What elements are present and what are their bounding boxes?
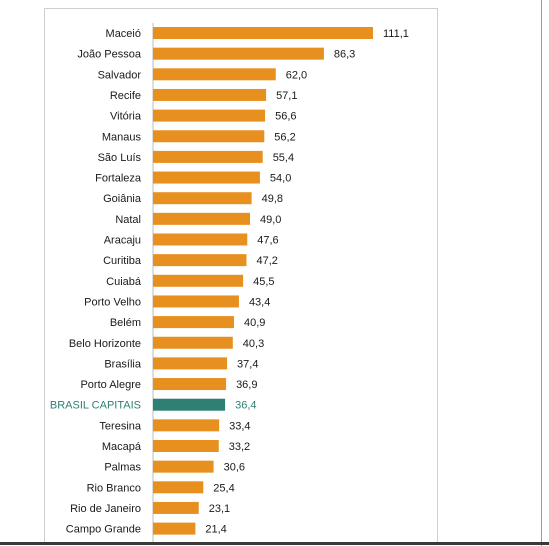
category-label: Rio Branco — [87, 482, 141, 494]
bar — [153, 522, 196, 535]
bar — [153, 419, 220, 432]
bar — [153, 88, 267, 101]
bar — [153, 378, 227, 391]
bar — [153, 295, 239, 308]
bar — [153, 212, 251, 225]
value-label: 43,4 — [249, 296, 270, 308]
value-label: 36,4 — [235, 400, 256, 412]
category-label: Cuiabá — [106, 276, 142, 288]
bar — [153, 336, 233, 349]
category-label: Belém — [110, 317, 141, 329]
value-label: 36,9 — [236, 379, 257, 391]
category-label: Teresina — [99, 420, 141, 432]
category-label: Porto Alegre — [80, 379, 141, 391]
category-label: Rio de Janeiro — [70, 503, 141, 515]
category-label: Curitiba — [103, 255, 142, 267]
category-label: Aracaju — [104, 235, 141, 247]
highlight-bar — [153, 398, 226, 411]
category-label: Goiânia — [103, 193, 142, 205]
bar — [153, 233, 248, 246]
value-label: 25,4 — [213, 482, 234, 494]
bar — [153, 192, 252, 205]
value-label: 62,0 — [286, 69, 307, 81]
value-label: 54,0 — [270, 173, 291, 185]
bar — [153, 501, 199, 514]
bar — [153, 274, 244, 287]
bar — [153, 109, 266, 122]
value-label: 49,0 — [260, 214, 281, 226]
bar — [153, 130, 265, 143]
bottom-edge — [0, 542, 549, 545]
bar — [153, 440, 219, 452]
bar — [153, 357, 228, 370]
bar — [153, 171, 260, 184]
category-label: São Luís — [98, 152, 142, 164]
bar — [153, 27, 373, 39]
value-label: 49,8 — [262, 193, 283, 205]
value-label: 23,1 — [209, 503, 230, 515]
bar — [153, 460, 214, 473]
value-label: 55,4 — [273, 152, 294, 164]
value-label: 37,4 — [237, 358, 258, 370]
category-label: Natal — [115, 214, 141, 226]
value-label: 33,4 — [229, 420, 250, 432]
divider-line — [541, 0, 542, 546]
bar — [153, 47, 324, 60]
value-label: 57,1 — [276, 90, 297, 102]
value-label: 40,3 — [243, 338, 264, 350]
category-label: BRASIL CAPITAIS — [50, 400, 141, 412]
value-label: 111,1 — [383, 28, 409, 40]
category-label: Salvador — [98, 69, 142, 81]
bar — [153, 150, 263, 163]
bar — [153, 481, 204, 494]
value-label: 86,3 — [334, 49, 355, 61]
value-label: 47,6 — [257, 235, 278, 247]
bar — [153, 254, 247, 267]
category-label: Porto Velho — [84, 296, 141, 308]
category-label: Belo Horizonte — [69, 338, 141, 350]
value-label: 56,2 — [274, 131, 295, 143]
category-label: Campo Grande — [66, 524, 141, 536]
value-label: 40,9 — [244, 317, 265, 329]
category-label: Manaus — [102, 131, 142, 143]
value-label: 45,5 — [253, 276, 274, 288]
value-label: 56,6 — [275, 111, 296, 123]
category-label: Maceió — [106, 28, 141, 40]
category-label: Fortaleza — [95, 173, 142, 185]
category-label: Vitória — [110, 111, 142, 123]
category-label: Brasília — [104, 358, 142, 370]
value-label: 47,2 — [256, 255, 277, 267]
category-label: Recife — [110, 90, 141, 102]
bar — [153, 316, 234, 329]
value-label: 30,6 — [224, 462, 245, 474]
category-label: Palmas — [104, 462, 141, 474]
bar — [153, 68, 276, 81]
category-label: Macapá — [102, 441, 142, 453]
value-label: 21,4 — [205, 524, 226, 536]
value-label: 33,2 — [229, 441, 250, 453]
category-label: João Pessoa — [77, 49, 141, 61]
